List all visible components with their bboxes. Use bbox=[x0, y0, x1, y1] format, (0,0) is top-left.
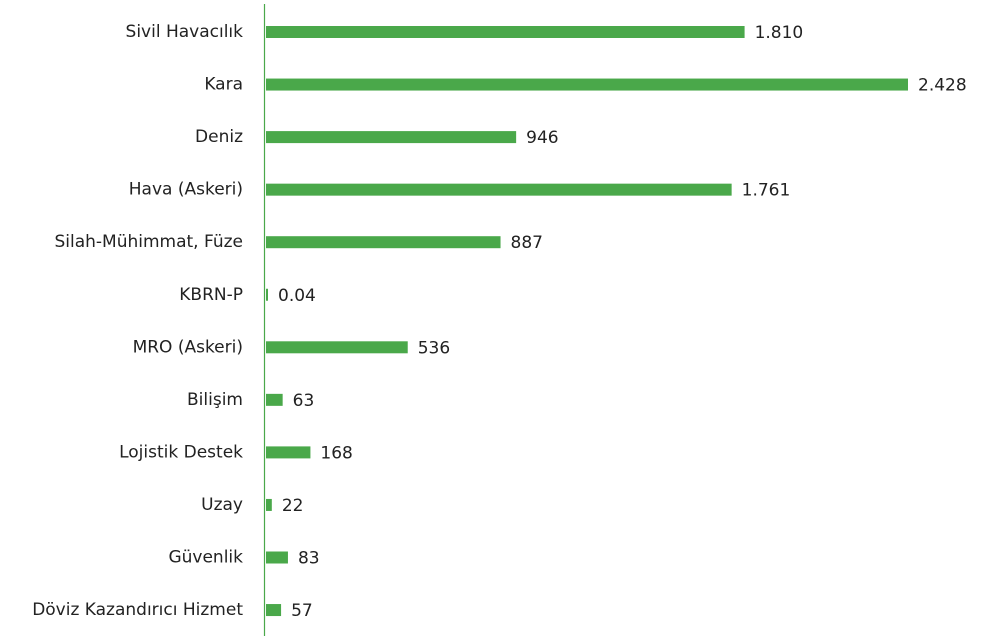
value-label: 946 bbox=[526, 128, 558, 148]
category-label: Bilişim bbox=[187, 390, 243, 410]
value-label: 83 bbox=[298, 549, 320, 569]
value-label: 168 bbox=[320, 443, 352, 463]
bar bbox=[266, 288, 268, 301]
value-label: 2.428 bbox=[918, 76, 967, 96]
category-label: Silah-Mühimmat, Füze bbox=[54, 232, 243, 252]
category-label: Uzay bbox=[201, 495, 243, 515]
value-label: 887 bbox=[511, 233, 543, 253]
bar bbox=[266, 183, 732, 196]
value-label: 22 bbox=[282, 496, 304, 516]
category-label: Hava (Askeri) bbox=[129, 180, 243, 200]
bar bbox=[266, 393, 283, 406]
bar bbox=[266, 604, 282, 617]
category-label: Sivil Havacılık bbox=[126, 22, 244, 42]
category-label: Lojistik Destek bbox=[119, 442, 243, 462]
bar bbox=[266, 236, 501, 249]
bar bbox=[266, 498, 272, 511]
bar bbox=[266, 551, 288, 564]
category-label: MRO (Askeri) bbox=[133, 337, 243, 357]
category-label: Kara bbox=[204, 75, 243, 95]
value-label: 1.761 bbox=[742, 181, 791, 201]
bar bbox=[266, 341, 408, 354]
category-label: Döviz Kazandırıcı Hizmet bbox=[32, 600, 243, 620]
category-label: Deniz bbox=[195, 127, 243, 147]
value-label: 63 bbox=[293, 391, 315, 411]
value-label: 536 bbox=[418, 338, 450, 358]
bar bbox=[266, 131, 517, 144]
bar bbox=[266, 446, 311, 459]
category-label: Güvenlik bbox=[168, 548, 243, 568]
bar bbox=[266, 26, 745, 38]
value-label: 0.04 bbox=[278, 286, 316, 306]
value-label: 1.810 bbox=[755, 23, 804, 43]
bar bbox=[266, 78, 908, 91]
value-label: 57 bbox=[291, 601, 313, 621]
category-label: KBRN-P bbox=[179, 285, 243, 305]
